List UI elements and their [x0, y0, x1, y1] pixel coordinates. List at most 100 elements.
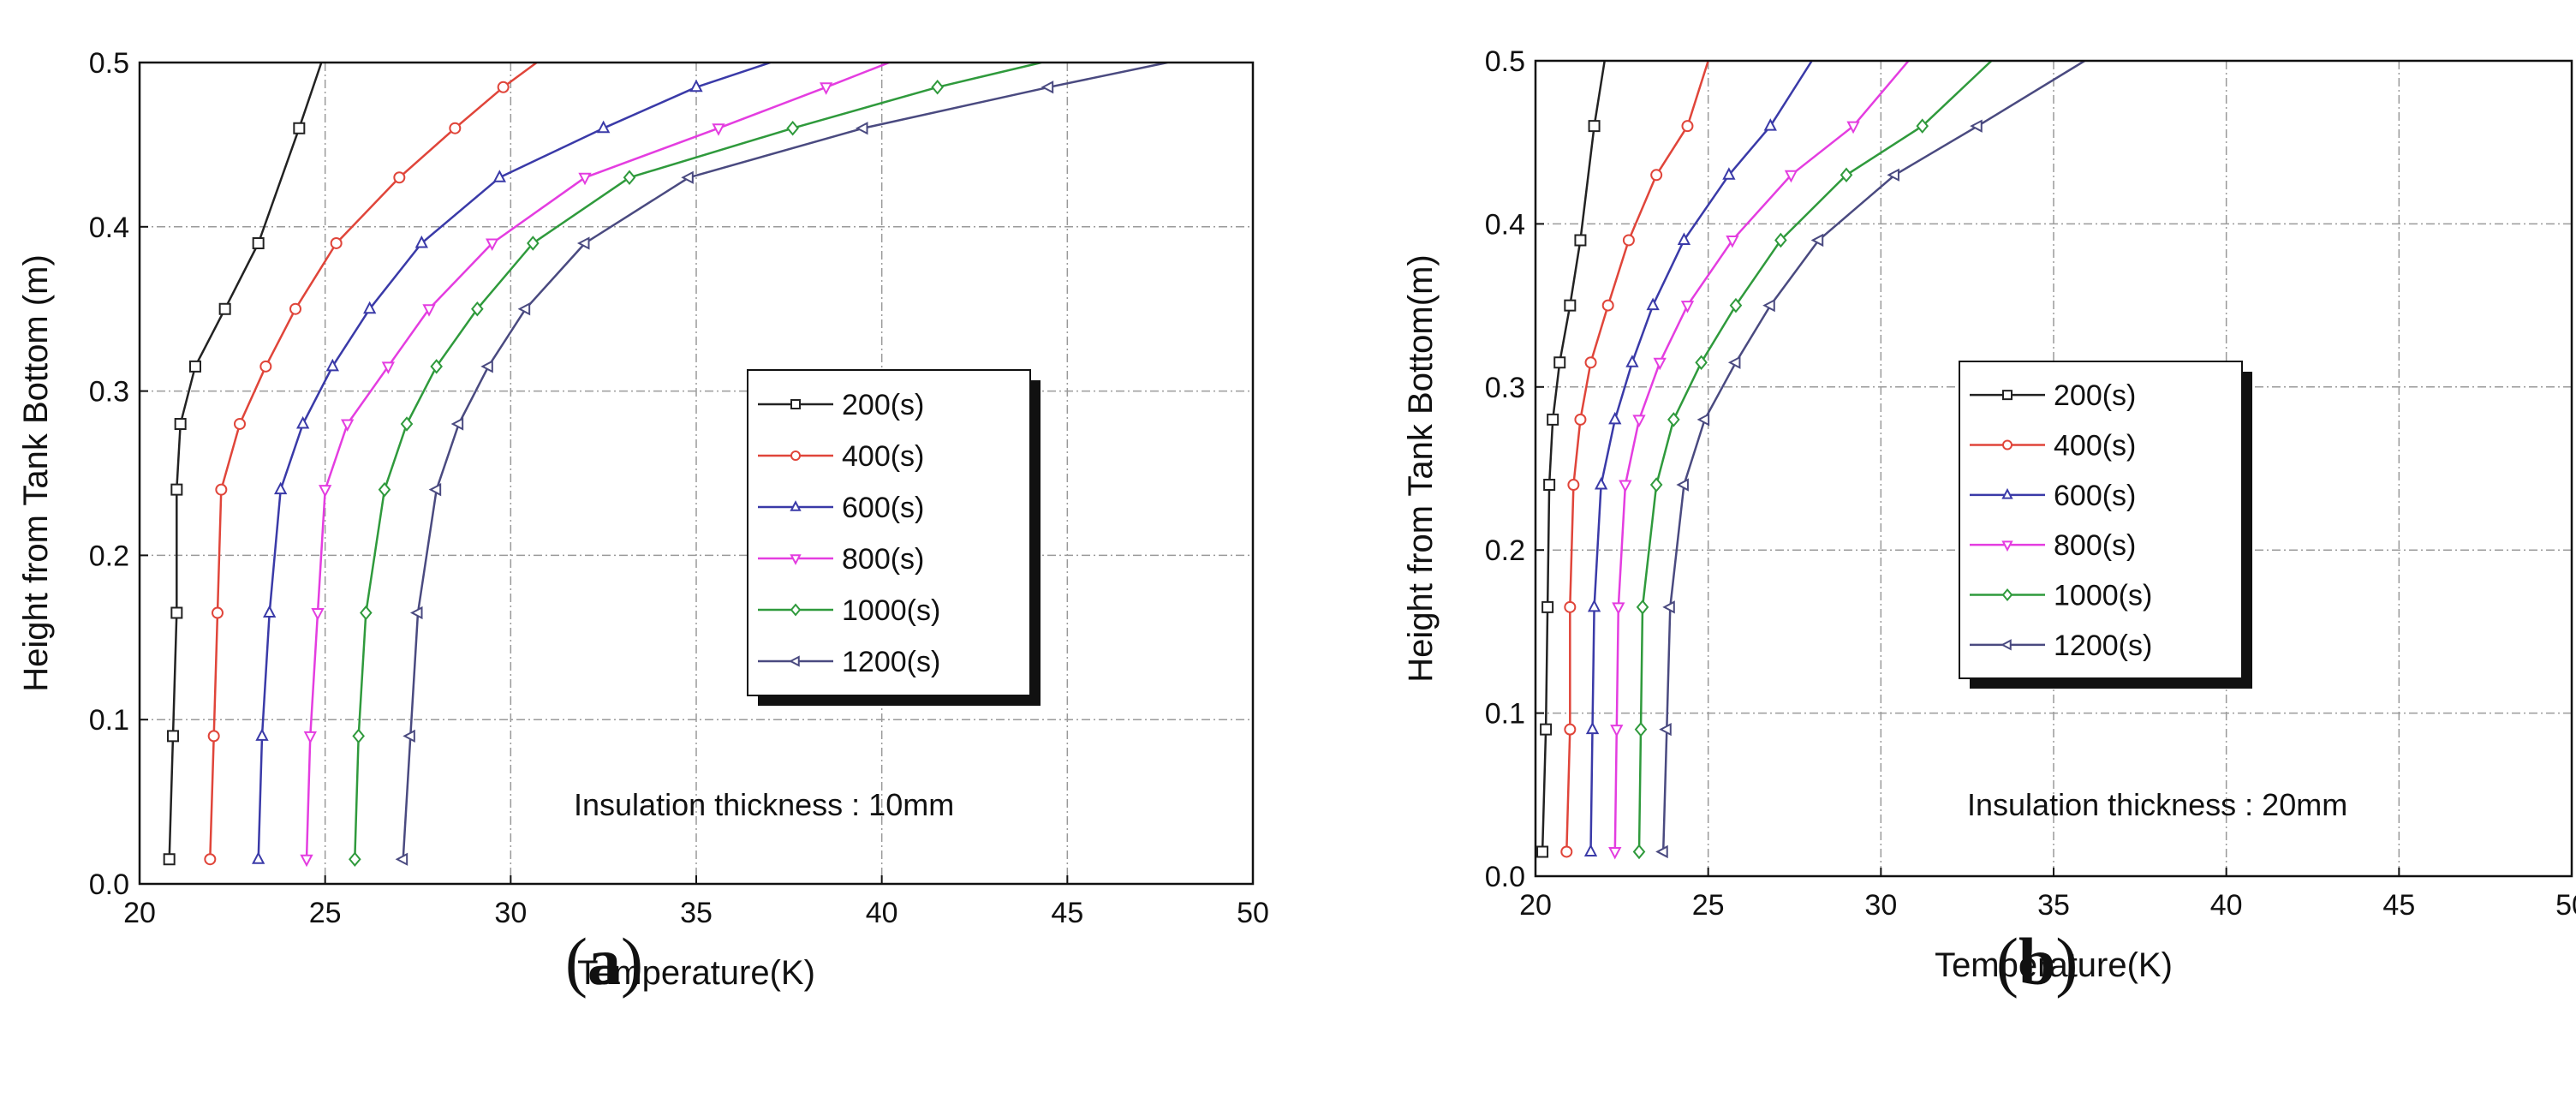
chart-a-series-line-3	[305, 63, 890, 860]
chart-a-point-s2-10	[689, 79, 703, 92]
chart-a-point-s5-9	[855, 122, 868, 135]
chart-a-point-s3-3	[319, 485, 332, 498]
chart-b-x-axis-title: Temperature(K)	[1935, 946, 2173, 984]
chart-a-point-s5-4	[450, 417, 464, 431]
chart-panel-a: 20 25 30 35 40 45 50 0.0 0.1 0.2 0.3 0.4 0.5 Temperat…	[0, 0, 1288, 1106]
chart-b-point-s2-1	[1585, 721, 1600, 735]
chart-a-point-s2-6	[363, 301, 377, 314]
chart-a-series-line-0	[168, 63, 323, 860]
chart-a-legend-label-0: 200(s)	[842, 389, 924, 421]
chart-b-y-tick-label: 0.4	[1485, 208, 1525, 241]
chart-a-point-s5-2	[409, 606, 423, 620]
chart-a-x-axis-title: Temperature(K)	[577, 954, 815, 992]
chart-b-y-tick-label: 0.2	[1485, 534, 1525, 567]
chart-a-point-s4-1	[352, 728, 365, 744]
chart-b-point-s5-4	[1696, 413, 1710, 427]
chart-b-point-s4-0	[1632, 844, 1646, 860]
chart-a-point-s1-6	[289, 302, 301, 315]
chart-b-legend-label-4: 1000(s)	[2054, 580, 2152, 612]
chart-b-svg: 20 25 30 35 40 45 50 0.0 0.1 0.2 0.3 0.4 0.5 Temperat…	[1402, 45, 2576, 984]
chart-b-point-s1-8	[1650, 169, 1663, 182]
chart-a-legend-marker-5	[789, 655, 800, 667]
chart-b-series-group	[1536, 61, 2085, 860]
chart-a-point-s5-1	[402, 729, 415, 743]
chart-a-point-s0-5	[189, 360, 201, 373]
chart-b-point-s0-0	[1536, 845, 1549, 858]
chart-b-y-tick-label: 0.1	[1485, 698, 1525, 731]
chart-b-annotation: Insulation thickness : 20mm	[1967, 787, 2347, 822]
chart-a-point-s4-0	[349, 851, 361, 867]
chart-a-point-s2-1	[255, 728, 269, 741]
chart-a-point-s2-7	[414, 235, 428, 248]
chart-b-point-s0-7	[1574, 234, 1587, 247]
chart-b-point-s2-5	[1625, 355, 1639, 367]
chart-a-point-s4-8	[623, 170, 636, 186]
chart-b-legend-marker-4	[2001, 588, 2013, 602]
chart-a-point-s1-2	[212, 606, 224, 619]
chart-b-x-tick-label: 25	[1692, 889, 1725, 922]
chart-a-point-s4-7	[527, 236, 540, 251]
chart-b-legend-marker-3	[2001, 540, 2013, 552]
chart-b-point-s5-8	[1887, 168, 1899, 182]
chart-b-point-s0-8	[1588, 120, 1601, 133]
chart-a-point-s3-10	[820, 82, 833, 95]
chart-b-point-s0-4	[1547, 413, 1559, 426]
chart-b-y-tick-label: 0.5	[1485, 45, 1525, 78]
chart-a-point-s0-1	[167, 730, 179, 743]
chart-b-legend-label-1: 400(s)	[2054, 430, 2136, 462]
chart-b-point-s4-7	[1774, 232, 1787, 248]
chart-b-point-s3-7	[1726, 235, 1739, 248]
chart-a-grid	[140, 63, 1253, 884]
chart-a-point-s4-5	[430, 359, 443, 374]
chart-a-x-tick-label: 30	[494, 897, 527, 929]
chart-a-series-line-4	[354, 63, 1042, 860]
chart-a-series-line-2	[257, 63, 772, 860]
chart-b-point-s4-5	[1695, 355, 1708, 371]
chart-a-legend: 200(s) 400(s) 600(s) 800(s) 1000(s) 1200(s)	[747, 369, 1041, 706]
chart-b-point-s4-9	[1916, 118, 1929, 134]
chart-b-point-s0-1	[1540, 723, 1553, 736]
chart-b-point-s2-7	[1677, 232, 1691, 245]
chart-b-point-s5-5	[1727, 355, 1741, 369]
caption-a: (a)	[565, 924, 643, 999]
chart-a-point-s1-4	[234, 417, 246, 430]
chart-b-point-s2-2	[1587, 599, 1601, 612]
chart-b-point-s3-6	[1680, 301, 1695, 313]
chart-b-point-s1-7	[1622, 234, 1635, 247]
chart-b-point-s4-2	[1636, 600, 1649, 615]
chart-a-y-tick-label: 0.4	[89, 212, 129, 244]
chart-b-point-s5-6	[1762, 298, 1775, 313]
chart-a-point-s3-0	[300, 854, 313, 868]
chart-a-point-s3-9	[712, 123, 725, 136]
chart-b-x-tick-label: 50	[2555, 889, 2576, 922]
chart-b-point-s1-2	[1564, 600, 1577, 613]
chart-b-legend-marker-5	[2001, 639, 2012, 651]
chart-a-point-s3-7	[486, 238, 499, 252]
chart-b-series-line-0	[1541, 61, 1606, 852]
chart-a-point-s5-8	[681, 170, 694, 184]
chart-b-point-s2-4	[1608, 411, 1622, 425]
chart-b-point-s0-3	[1543, 479, 1556, 492]
chart-b-point-s3-8	[1784, 170, 1798, 183]
chart-a-point-s0-2	[170, 606, 183, 619]
chart-b-point-s4-3	[1649, 477, 1663, 492]
chart-b-point-s5-0	[1655, 844, 1668, 859]
chart-a-point-s2-4	[296, 415, 310, 429]
chart-b-point-s5-2	[1662, 600, 1675, 614]
chart-b-point-s1-5	[1584, 356, 1597, 369]
chart-b-point-s0-5	[1553, 356, 1566, 369]
chart-a-point-s3-4	[341, 419, 355, 433]
chart-a-point-s0-3	[170, 483, 183, 496]
chart-b-x-tick-label: 20	[1519, 889, 1552, 922]
chart-a-point-s1-0	[204, 853, 217, 866]
chart-b-point-s4-6	[1729, 297, 1743, 313]
chart-a-point-s1-5	[259, 360, 272, 373]
chart-b-legend-label-3: 800(s)	[2054, 529, 2136, 562]
chart-a-point-s3-6	[422, 304, 436, 317]
chart-b-point-s3-4	[1632, 415, 1646, 427]
chart-a-legend-label-1: 400(s)	[842, 440, 924, 473]
chart-b-legend-label-2: 600(s)	[2054, 480, 2136, 512]
chart-b-x-tick-label: 40	[2210, 889, 2243, 922]
chart-a-point-s1-3	[215, 483, 228, 496]
chart-a-point-s1-9	[449, 122, 462, 134]
